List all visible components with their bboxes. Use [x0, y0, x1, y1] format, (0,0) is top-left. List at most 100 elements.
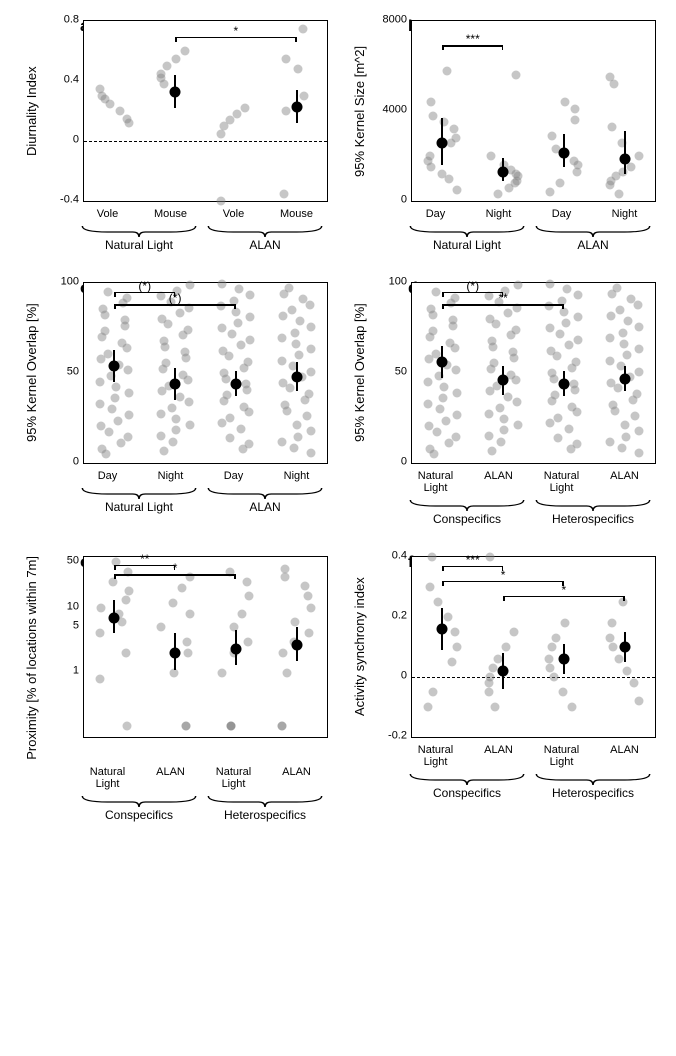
data-point: [236, 424, 245, 433]
mean-point: [619, 642, 630, 653]
data-point: [551, 634, 560, 643]
data-point: [245, 335, 254, 344]
data-point: [237, 609, 246, 618]
data-point: [606, 634, 615, 643]
zero-line: [412, 677, 655, 678]
y-tick: 4000: [383, 105, 407, 116]
data-point: [545, 324, 554, 333]
panel-f: fActivity synchrony index-0.200.20.4 ***…: [348, 556, 656, 822]
data-point: [635, 323, 644, 332]
data-point: [104, 427, 113, 436]
data-point: [225, 116, 234, 125]
data-point: [156, 623, 165, 632]
data-point: [491, 703, 500, 712]
data-point: [182, 637, 191, 646]
data-point: [116, 107, 125, 116]
panel-e: eProximity [% of locations within 7m]151…: [20, 556, 328, 822]
data-point: [295, 317, 304, 326]
brace-group: Conspecifics: [76, 794, 202, 822]
data-point: [606, 438, 615, 447]
y-tick: 50: [67, 556, 79, 567]
data-point: [185, 398, 194, 407]
significance-marker: *: [442, 569, 564, 583]
data-point: [120, 316, 129, 325]
data-point: [95, 399, 104, 408]
brace-group: Conspecifics: [404, 772, 530, 800]
data-point: [185, 420, 194, 429]
mean-point: [498, 375, 509, 386]
data-point: [123, 721, 132, 730]
data-point: [280, 564, 289, 573]
data-point: [573, 161, 582, 170]
data-point: [162, 359, 171, 368]
plot-area: *** * *: [411, 556, 656, 738]
brace-label: ALAN: [577, 238, 608, 252]
data-point: [289, 443, 298, 452]
data-point: [181, 47, 190, 56]
data-point: [572, 357, 581, 366]
y-axis-label: 95% Kernel Overlap [%]: [20, 282, 43, 464]
data-point: [103, 288, 112, 297]
mean-point: [291, 101, 302, 112]
mean-point: [291, 371, 302, 382]
data-point: [617, 443, 626, 452]
data-point: [228, 330, 237, 339]
data-point: [608, 643, 617, 652]
brace-group: Conspecifics: [404, 498, 530, 526]
significance-label: *: [173, 562, 178, 574]
brace-group: Natural Light: [76, 486, 202, 514]
brace-group: Natural Light: [76, 224, 202, 252]
group-braces: Natural Light ALAN: [76, 224, 328, 252]
data-point: [291, 618, 300, 627]
data-point: [439, 383, 448, 392]
data-point: [98, 305, 107, 314]
x-tick-label: Day: [530, 208, 593, 220]
data-point: [278, 334, 287, 343]
data-point: [184, 649, 193, 658]
plot-area: *: [83, 20, 328, 202]
x-tick-label: Vole: [202, 208, 265, 220]
data-point: [280, 572, 289, 581]
significance-marker: (*): [442, 280, 503, 294]
data-point: [546, 346, 555, 355]
data-point: [284, 283, 293, 292]
x-tick-label: NaturalLight: [76, 766, 139, 790]
mean-point: [230, 644, 241, 655]
data-point: [122, 596, 131, 605]
data-point: [123, 433, 132, 442]
data-point: [634, 300, 643, 309]
data-point: [101, 95, 110, 104]
data-point: [292, 339, 301, 348]
data-point: [118, 338, 127, 347]
y-tick: -0.2: [388, 731, 407, 742]
data-point: [609, 80, 618, 89]
data-point: [615, 190, 624, 199]
data-point: [162, 62, 171, 71]
data-point: [607, 122, 616, 131]
data-point: [97, 444, 106, 453]
brace-label: ALAN: [249, 238, 280, 252]
data-point: [609, 401, 618, 410]
data-point: [233, 318, 242, 327]
data-point: [426, 305, 435, 314]
data-point: [172, 415, 181, 424]
x-ticks: NaturalLightALANNaturalLightALAN: [404, 470, 656, 494]
y-tick: 8000: [383, 15, 407, 26]
data-point: [488, 664, 497, 673]
data-point: [452, 185, 461, 194]
brace-group: ALAN: [202, 486, 328, 514]
data-point: [547, 643, 556, 652]
data-point: [227, 721, 236, 730]
data-point: [426, 583, 435, 592]
data-point: [546, 664, 555, 673]
data-point: [512, 71, 521, 80]
data-point: [307, 603, 316, 612]
data-point: [242, 380, 251, 389]
data-point: [300, 581, 309, 590]
data-point: [156, 431, 165, 440]
brace-label: Heterospecifics: [224, 808, 306, 822]
y-tick: 0.4: [392, 551, 407, 562]
y-tick: 0: [401, 195, 407, 206]
data-point: [484, 431, 493, 440]
mean-point: [170, 86, 181, 97]
